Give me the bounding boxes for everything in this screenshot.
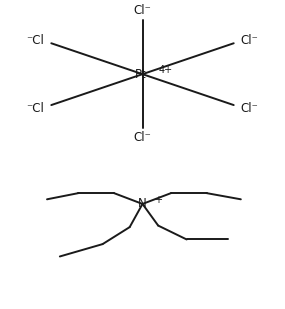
Text: ⁻Cl: ⁻Cl [26, 34, 44, 47]
Text: Cl⁻: Cl⁻ [134, 131, 151, 144]
Text: Cl⁻: Cl⁻ [241, 102, 259, 115]
Text: 4+: 4+ [158, 66, 172, 75]
Text: Pt: Pt [135, 68, 147, 81]
Text: Cl⁻: Cl⁻ [241, 34, 259, 47]
Text: Cl⁻: Cl⁻ [134, 4, 151, 17]
Text: ⁻Cl: ⁻Cl [26, 102, 44, 115]
Text: N: N [138, 197, 147, 210]
Text: +: + [154, 195, 162, 205]
